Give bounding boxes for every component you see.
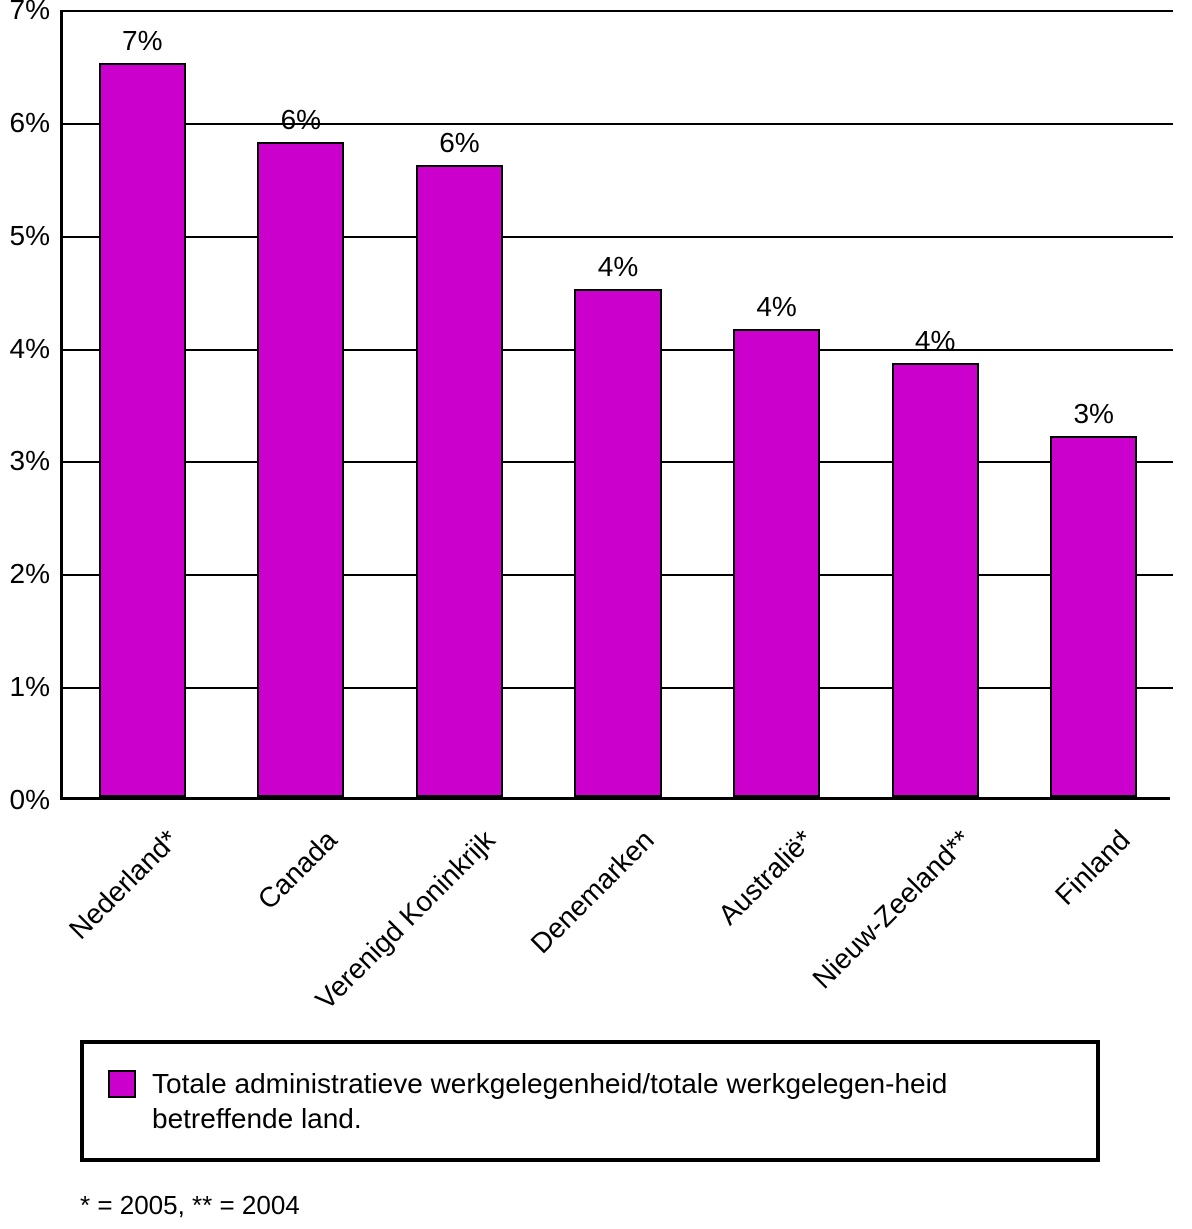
legend-swatch [108,1070,136,1098]
legend-text: Totale administratieve werkgelegenheid/t… [152,1066,1072,1136]
gridline [63,10,1173,12]
bar [99,63,186,797]
y-axis-label: 3% [0,445,50,477]
y-axis-label: 0% [0,784,50,816]
bar [257,142,344,797]
y-axis-label: 4% [0,333,50,365]
bar [733,329,820,797]
y-axis-label: 5% [0,220,50,252]
bar [892,363,979,798]
bar-value-label: 4% [855,325,1015,357]
chart-plot-area: 0%1%2%3%4%5%6%7%7%Nederland*6%Canada6%Ve… [60,10,1170,800]
y-axis-label: 1% [0,671,50,703]
legend-box: Totale administratieve werkgelegenheid/t… [80,1040,1100,1162]
bar-value-label: 6% [221,104,381,136]
y-axis-label: 6% [0,107,50,139]
y-axis-label: 7% [0,0,50,26]
bar-value-label: 7% [62,25,222,57]
gridline [63,236,1173,238]
chart-container: 0%1%2%3%4%5%6%7%7%Nederland*6%Canada6%Ve… [0,0,1192,1229]
bar-value-label: 3% [1014,398,1174,430]
bar-value-label: 6% [379,127,539,159]
bar-value-label: 4% [697,291,857,323]
y-axis-label: 2% [0,558,50,590]
bar-value-label: 4% [538,251,698,283]
plot-region: 0%1%2%3%4%5%6%7%7%Nederland*6%Canada6%Ve… [60,10,1170,800]
bar [574,289,661,797]
legend-row: Totale administratieve werkgelegenheid/t… [108,1066,1072,1136]
bar [1050,436,1137,797]
footnote-text: * = 2005, ** = 2004 [80,1190,300,1221]
bar [416,165,503,797]
